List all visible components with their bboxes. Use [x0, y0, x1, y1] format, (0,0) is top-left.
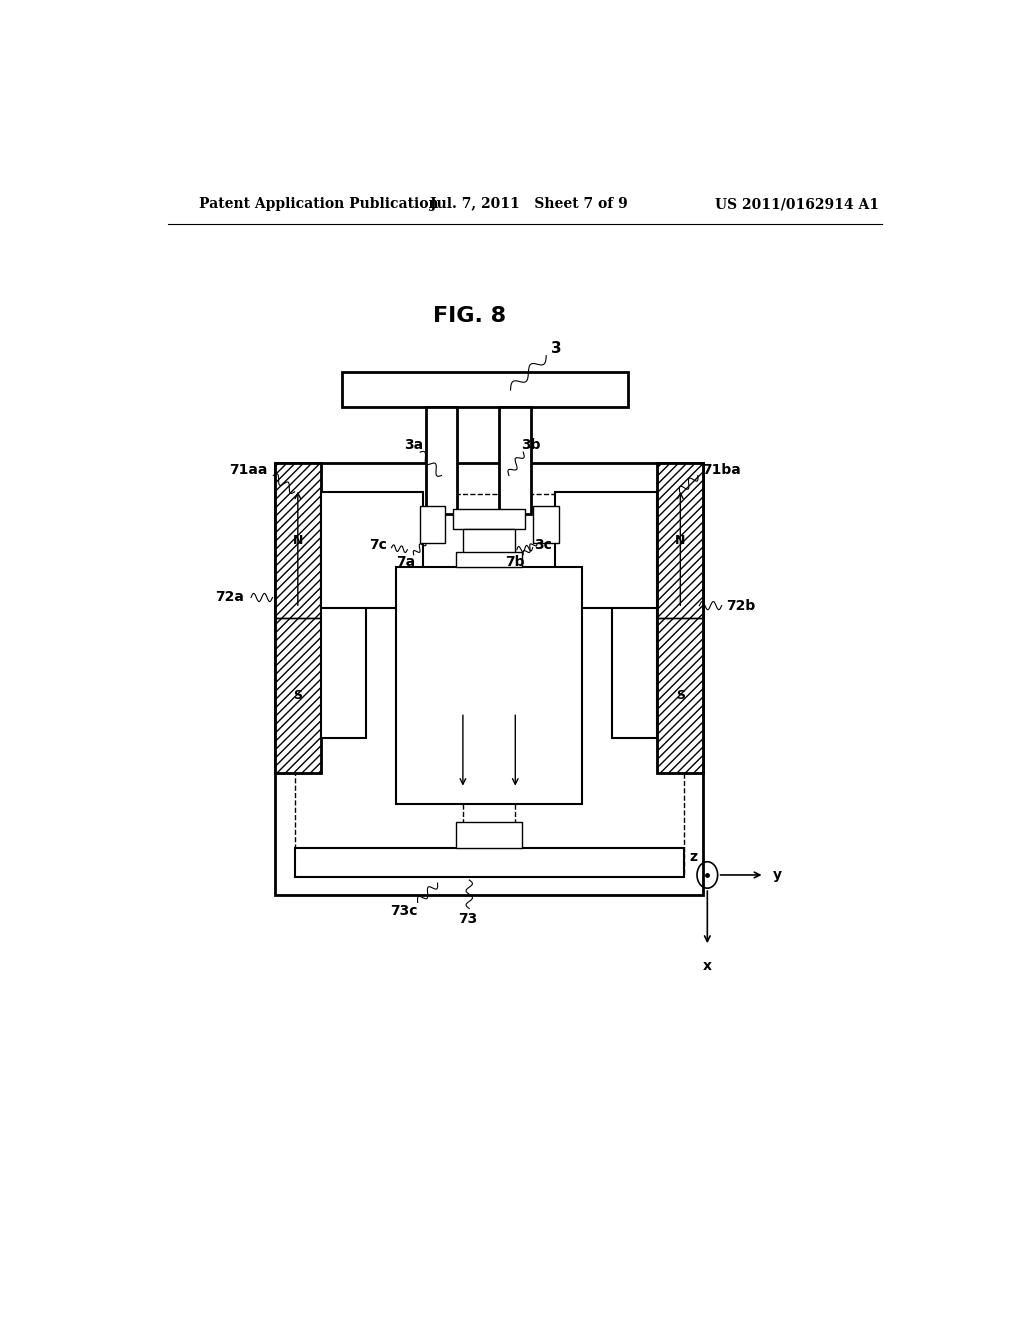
Text: 72b: 72b [726, 598, 756, 612]
Text: 71aa: 71aa [229, 463, 268, 478]
Bar [274, 463, 703, 895]
Text: Patent Application Publication: Patent Application Publication [200, 197, 439, 211]
Text: x: x [702, 960, 712, 973]
Bar [657, 463, 703, 618]
Bar [612, 494, 657, 738]
Text: 7c: 7c [369, 537, 387, 552]
Bar [532, 506, 559, 543]
Text: 7a: 7a [396, 554, 416, 569]
Bar [321, 494, 367, 738]
Text: 3b: 3b [521, 438, 541, 451]
Text: 71ba: 71ba [702, 463, 741, 478]
Text: S: S [293, 689, 302, 702]
Text: N: N [293, 535, 303, 548]
Text: FIG. 8: FIG. 8 [433, 306, 506, 326]
Text: y: y [772, 869, 781, 882]
Bar [274, 463, 321, 618]
Bar [456, 822, 522, 847]
Text: 3a: 3a [404, 438, 423, 451]
Bar [396, 568, 582, 804]
Text: Jul. 7, 2011   Sheet 7 of 9: Jul. 7, 2011 Sheet 7 of 9 [430, 197, 628, 211]
Text: 3: 3 [551, 341, 562, 356]
Bar [657, 618, 703, 774]
Bar [321, 492, 423, 607]
Text: 3c: 3c [535, 537, 552, 552]
Text: US 2011/0162914 A1: US 2011/0162914 A1 [715, 197, 880, 211]
Bar [426, 408, 458, 515]
Bar [420, 506, 445, 543]
Text: N: N [675, 535, 685, 548]
Bar [274, 463, 321, 774]
Bar [456, 552, 522, 568]
Bar [274, 618, 321, 774]
Bar [463, 529, 515, 554]
Text: 73c: 73c [390, 903, 418, 917]
Bar [657, 463, 703, 774]
Text: 73: 73 [458, 912, 477, 925]
Text: 72a: 72a [215, 590, 244, 605]
Bar [454, 510, 524, 529]
Text: 7b: 7b [506, 554, 525, 569]
Bar [342, 372, 628, 408]
Bar [295, 847, 684, 876]
Bar [500, 408, 531, 515]
Bar [295, 494, 684, 875]
Bar [555, 492, 657, 607]
Text: z: z [689, 850, 697, 863]
Text: S: S [676, 689, 685, 702]
